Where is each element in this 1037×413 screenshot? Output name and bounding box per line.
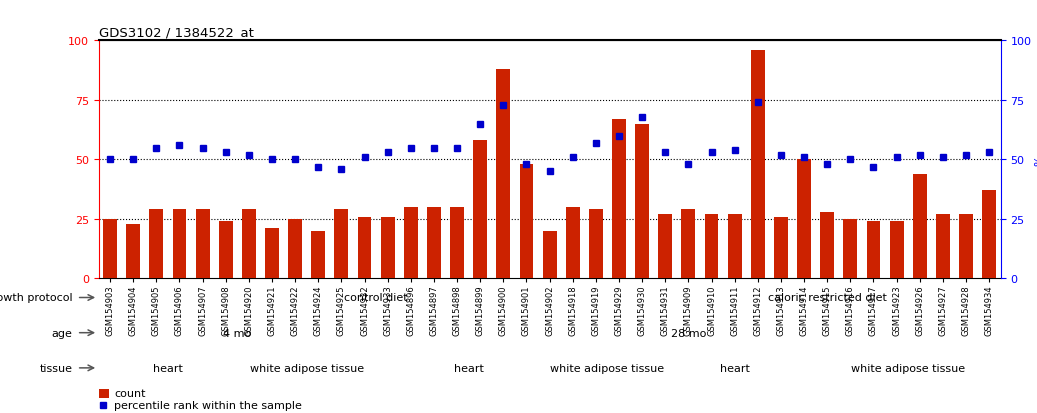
Text: white adipose tissue: white adipose tissue	[250, 363, 364, 373]
Text: count: count	[114, 388, 146, 398]
Y-axis label: %: %	[1034, 155, 1037, 165]
Bar	[704, 215, 719, 279]
Text: control diet: control diet	[344, 293, 408, 303]
Bar	[497, 70, 510, 279]
Bar	[242, 210, 256, 279]
Bar	[542, 231, 557, 279]
Bar	[612, 120, 626, 279]
Bar	[681, 210, 696, 279]
Bar	[450, 207, 464, 279]
Bar	[936, 215, 950, 279]
Bar	[381, 217, 395, 279]
Bar	[265, 229, 279, 279]
Bar	[358, 217, 371, 279]
Text: GDS3102 / 1384522_at: GDS3102 / 1384522_at	[99, 26, 253, 39]
Bar	[636, 124, 649, 279]
Bar	[335, 210, 348, 279]
Bar	[751, 51, 764, 279]
Text: white adipose tissue: white adipose tissue	[551, 363, 665, 373]
Bar	[959, 215, 973, 279]
Bar	[473, 141, 487, 279]
Text: tissue: tissue	[39, 363, 73, 373]
Bar	[103, 219, 117, 279]
Bar	[913, 174, 927, 279]
Text: percentile rank within the sample: percentile rank within the sample	[114, 401, 302, 411]
Bar	[797, 160, 811, 279]
Bar	[172, 210, 187, 279]
Bar	[589, 210, 602, 279]
Bar	[867, 222, 880, 279]
Bar	[520, 165, 533, 279]
Bar	[982, 191, 997, 279]
Text: 4 mo: 4 mo	[223, 328, 251, 338]
Text: age: age	[52, 328, 73, 338]
Text: growth protocol: growth protocol	[0, 293, 73, 303]
Text: heart: heart	[454, 363, 483, 373]
Bar	[658, 215, 672, 279]
Bar	[99, 389, 109, 398]
Bar	[196, 210, 209, 279]
Text: heart: heart	[720, 363, 750, 373]
Bar	[774, 217, 788, 279]
Bar	[890, 222, 903, 279]
Bar	[127, 224, 140, 279]
Bar	[728, 215, 741, 279]
Bar	[820, 212, 834, 279]
Text: 28 mo: 28 mo	[671, 328, 706, 338]
Text: white adipose tissue: white adipose tissue	[851, 363, 965, 373]
Bar	[219, 222, 232, 279]
Bar	[288, 219, 302, 279]
Bar	[843, 219, 858, 279]
Bar	[566, 207, 580, 279]
Bar	[311, 231, 326, 279]
Bar	[403, 207, 418, 279]
Bar	[427, 207, 441, 279]
Bar	[149, 210, 163, 279]
Text: heart: heart	[153, 363, 183, 373]
Text: caloric restricted diet: caloric restricted diet	[767, 293, 887, 303]
